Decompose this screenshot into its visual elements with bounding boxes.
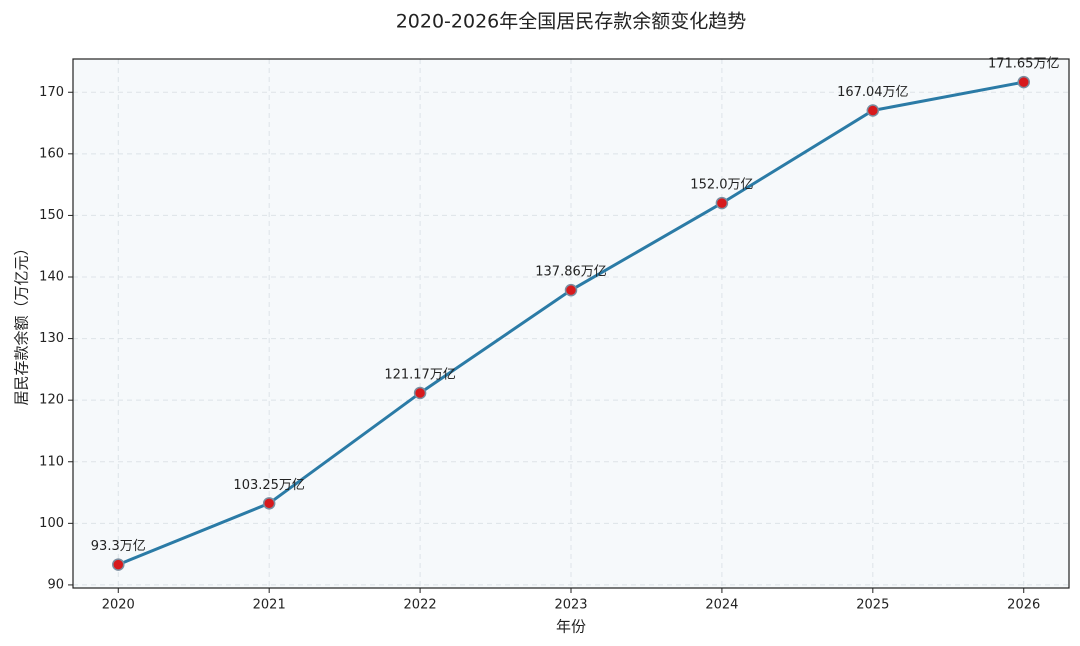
value-label: 137.86万亿: [535, 265, 607, 280]
marks: 93.3万亿 103.25万亿 121.17万亿 137.86万亿 152.0万亿 167…: [91, 57, 1060, 571]
marker: [1017, 75, 1030, 89]
x-tick-label: 2022: [404, 598, 437, 613]
y-tick-label: 90: [47, 577, 64, 592]
value-label: 171.65万亿: [988, 57, 1060, 72]
y-tick-label: 170: [39, 85, 64, 100]
marker: [112, 558, 125, 571]
marker: [715, 196, 729, 210]
marker: [564, 283, 578, 297]
x-tick-label: 2021: [253, 598, 286, 613]
y-axis-label: 居民存款余额（万亿元）: [13, 240, 31, 405]
y-tick-label: 120: [39, 393, 64, 408]
y-tick-label: 150: [39, 208, 64, 223]
y-tick-label: 110: [39, 454, 64, 469]
value-label: 152.0万亿: [690, 178, 753, 193]
marker: [413, 386, 427, 400]
value-label: 103.25万亿: [233, 478, 305, 493]
y-tick-label: 140: [39, 270, 64, 285]
marker: [262, 497, 276, 510]
x-tick-label: 2023: [554, 598, 587, 613]
x-axis-label: 年份: [556, 618, 586, 636]
value-label: 93.3万亿: [91, 539, 146, 554]
marker: [866, 104, 880, 117]
x-tick-label: 2020: [102, 598, 135, 613]
x-tick-label: 2024: [705, 598, 738, 613]
y-tick-label: 130: [39, 331, 64, 346]
value-label: 167.04万亿: [837, 85, 909, 100]
x-tick-label: 2025: [856, 598, 889, 613]
grid: [73, 59, 1069, 588]
y-tick-label: 100: [39, 516, 64, 531]
chart-title: 2020-2026年全国居民存款余额变化趋势: [396, 11, 747, 33]
x-tick-label: 2026: [1007, 598, 1040, 613]
value-label: 121.17万亿: [384, 367, 456, 382]
y-tick-label: 160: [39, 146, 64, 161]
